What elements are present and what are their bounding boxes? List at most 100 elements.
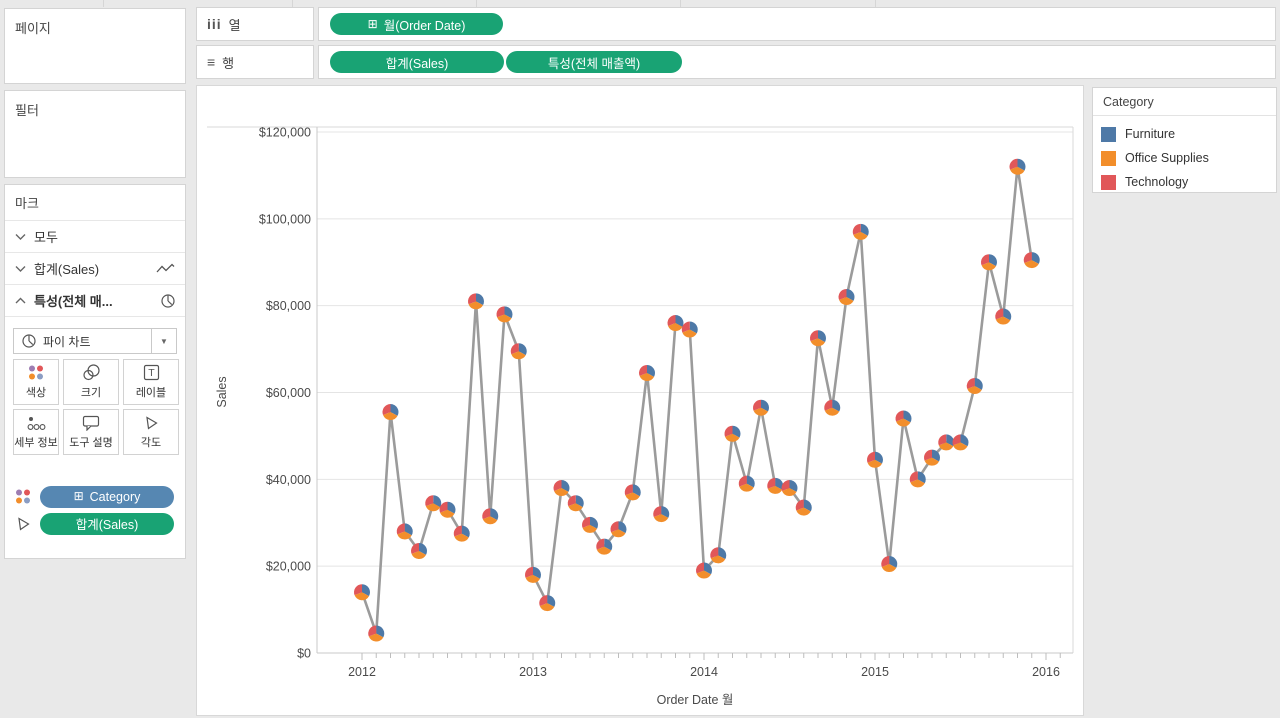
pie-marker-2012-06-slice[interactable] (433, 495, 442, 508)
expand-plus-icon[interactable]: ⊞ (73, 489, 84, 503)
pie-marker-2013-12-slice[interactable] (681, 321, 690, 333)
chevron[interactable] (15, 297, 26, 305)
pie-marker-2012-02-slice[interactable] (368, 625, 377, 637)
pie-marker-2015-12-slice[interactable] (1031, 252, 1040, 264)
pie-marker-2012-08-slice[interactable] (461, 525, 470, 538)
pie-marker-2014-12-slice[interactable] (860, 223, 869, 236)
pie-marker-2014-04-slice[interactable] (746, 475, 755, 488)
pie-marker-2013-09-slice[interactable] (647, 364, 656, 377)
pie-marker-2014-01-slice[interactable] (696, 570, 712, 579)
pie-marker-2012-06-slice[interactable] (425, 503, 441, 512)
pie-marker-2013-10-slice[interactable] (653, 514, 669, 523)
pie-marker-2015-12-slice[interactable] (1023, 252, 1032, 264)
pie-marker-2014-10-slice[interactable] (832, 399, 841, 412)
mark-button-4[interactable]: 도구 설명 (63, 409, 119, 455)
pie-marker-2014-02-slice[interactable] (718, 547, 727, 560)
pie-marker-2013-07-slice[interactable] (618, 521, 627, 534)
pie-marker-2014-11-slice[interactable] (839, 296, 854, 305)
pie-marker-2013-10-slice[interactable] (661, 506, 670, 518)
pie-marker-2014-06-slice[interactable] (767, 477, 776, 489)
mark-button-3[interactable]: 세부 정보 (13, 409, 59, 455)
pie-marker-2015-05-slice[interactable] (924, 449, 932, 461)
pie-marker-2015-12-slice[interactable] (1024, 260, 1039, 269)
pie-marker-2013-07-slice[interactable] (611, 529, 626, 538)
expand-plus-icon[interactable]: ⊞ (367, 16, 378, 31)
pages-shelf[interactable]: 페이지 (4, 8, 186, 84)
pie-marker-2012-08-slice[interactable] (453, 525, 462, 537)
pie-marker-2015-01-slice[interactable] (867, 451, 875, 463)
pie-marker-2013-08-slice[interactable] (632, 484, 641, 497)
pie-marker-2014-06-slice[interactable] (767, 485, 783, 494)
pie-marker-2015-02-slice[interactable] (881, 563, 897, 572)
pie-marker-2014-01-slice[interactable] (704, 562, 712, 575)
pie-marker-2013-03-slice[interactable] (554, 488, 569, 497)
mark-button-5[interactable]: 각도 (123, 409, 179, 455)
marks-section-1[interactable]: 합계(Sales) (5, 253, 185, 285)
pie-marker-2015-03-slice[interactable] (903, 410, 912, 423)
pie-marker-2013-08-slice[interactable] (625, 492, 640, 501)
pie-marker-2014-06-slice[interactable] (775, 477, 784, 490)
pie-marker-2014-02-slice[interactable] (710, 547, 719, 559)
pie-marker-2014-07-slice[interactable] (789, 480, 798, 492)
pie-marker-2015-03-slice[interactable] (895, 410, 904, 422)
pie-marker-2014-05-slice[interactable] (753, 399, 761, 411)
pie-marker-2013-02-slice[interactable] (539, 595, 548, 607)
pie-marker-2015-07-slice[interactable] (952, 434, 961, 446)
pie-marker-2015-10-slice[interactable] (995, 316, 1011, 325)
pie-marker-2014-02-slice[interactable] (710, 555, 726, 564)
pie-marker-2013-03-slice[interactable] (553, 480, 562, 491)
marks-section-2[interactable]: 특성(전체 매... (5, 285, 185, 317)
sales-line[interactable] (360, 165, 1034, 635)
pie-marker-2012-10-slice[interactable] (482, 508, 491, 520)
pie-marker-2014-09-slice[interactable] (810, 330, 818, 342)
pie-marker-2015-05-slice[interactable] (924, 457, 940, 466)
pie-marker-2013-01-slice[interactable] (533, 566, 541, 579)
pie-marker-2014-11-slice[interactable] (838, 288, 847, 300)
pie-marker-2014-10-slice[interactable] (824, 399, 833, 411)
pie-marker-2013-11-slice[interactable] (667, 315, 676, 326)
pie-marker-2015-11-slice[interactable] (1009, 158, 1018, 170)
pie-marker-2015-11-slice[interactable] (1017, 158, 1026, 171)
pie-marker-2015-05-slice[interactable] (932, 449, 940, 462)
legend-item-0[interactable]: Furniture (1101, 122, 1268, 146)
pie-marker-2015-02-slice[interactable] (881, 556, 890, 567)
pie-marker-2012-03-slice[interactable] (383, 412, 398, 421)
pie-marker-2015-09-slice[interactable] (989, 254, 997, 267)
mark-button-0[interactable]: 색상 (13, 359, 59, 405)
pie-marker-2012-04-slice[interactable] (396, 523, 405, 535)
pie-marker-2014-08-slice[interactable] (795, 499, 804, 511)
pie-marker-2012-01-slice[interactable] (354, 592, 370, 601)
pie-marker-2015-04-slice[interactable] (909, 471, 918, 483)
pie-marker-2014-03-slice[interactable] (732, 425, 741, 438)
pie-marker-2014-07-slice[interactable] (782, 488, 797, 497)
pie-marker-2012-12-slice[interactable] (510, 343, 519, 355)
pie-marker-2014-03-slice[interactable] (725, 433, 740, 442)
mark-button-1[interactable]: 크기 (63, 359, 119, 405)
pie-marker-2013-02-slice[interactable] (539, 603, 555, 612)
pie-marker-2014-09-slice[interactable] (818, 330, 826, 343)
pie-marker-2013-01-slice[interactable] (525, 574, 541, 583)
pie-marker-2013-04-slice[interactable] (575, 495, 584, 508)
pie-marker-2015-10-slice[interactable] (1003, 308, 1012, 321)
chevron[interactable] (15, 233, 26, 241)
pie-marker-2014-12-slice[interactable] (853, 231, 868, 240)
mark-type-dropdown[interactable]: 파이 차트 ▼ (13, 328, 177, 354)
pie-marker-2012-12-slice[interactable] (511, 351, 526, 360)
pie-marker-2013-10-slice[interactable] (653, 506, 662, 518)
pie-marker-2014-03-slice[interactable] (724, 425, 733, 437)
pie-marker-2014-09-slice[interactable] (810, 338, 826, 347)
pie-marker-2015-08-slice[interactable] (966, 377, 975, 389)
pie-marker-2015-07-slice[interactable] (953, 442, 968, 451)
pie-marker-2014-08-slice[interactable] (796, 507, 811, 516)
pie-marker-2012-07-slice[interactable] (447, 501, 456, 514)
pie-marker-2014-10-slice[interactable] (824, 407, 840, 416)
pie-marker-2012-09-slice[interactable] (468, 293, 476, 305)
pie-marker-2014-04-slice[interactable] (738, 475, 747, 487)
pie-marker-2015-08-slice[interactable] (974, 377, 983, 390)
pie-marker-2013-02-slice[interactable] (547, 595, 556, 607)
pie-marker-2015-06-slice[interactable] (938, 442, 954, 451)
pie-marker-2012-02-slice[interactable] (376, 625, 385, 638)
pie-marker-2012-07-slice[interactable] (439, 501, 448, 513)
pill-rows-0[interactable]: 합계(Sales) (330, 51, 504, 73)
pie-marker-2014-11-slice[interactable] (846, 288, 855, 301)
